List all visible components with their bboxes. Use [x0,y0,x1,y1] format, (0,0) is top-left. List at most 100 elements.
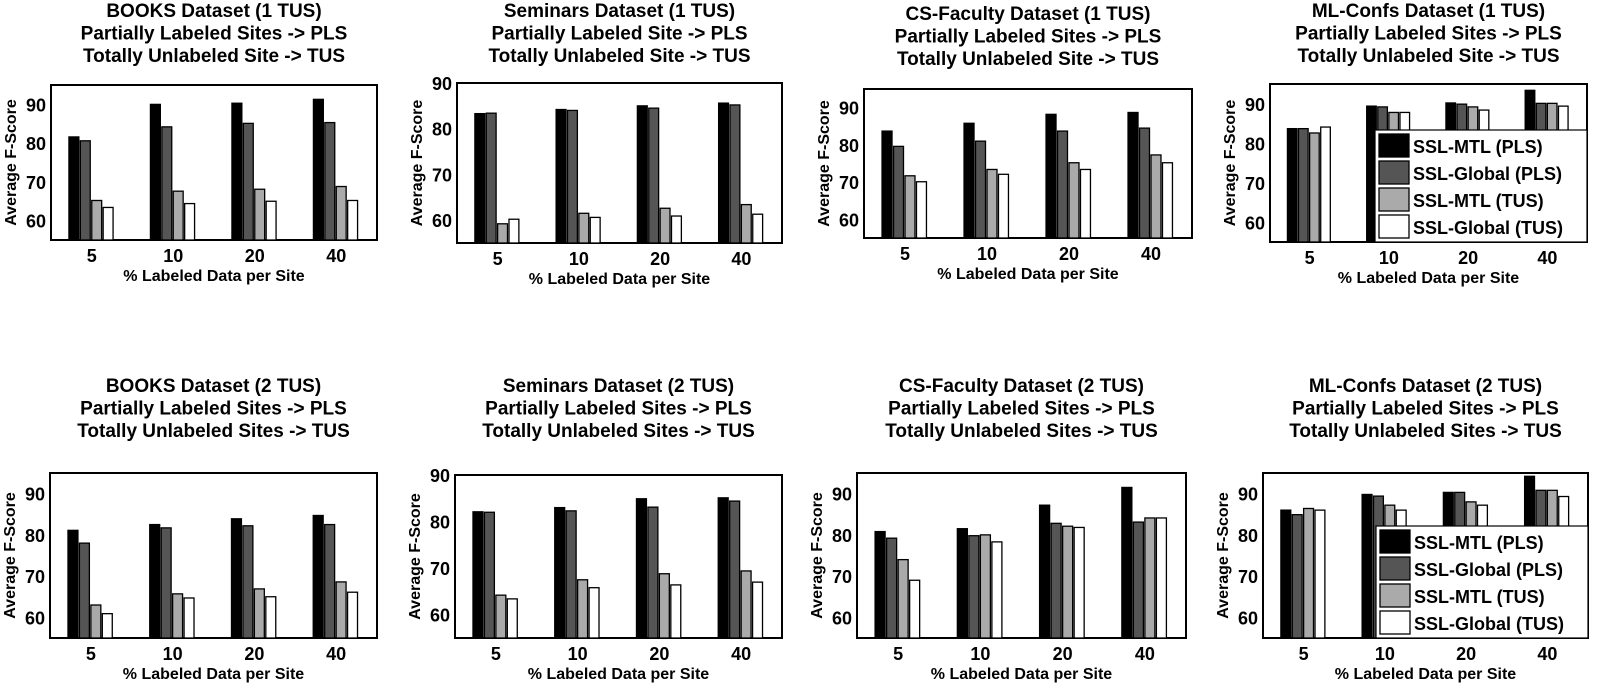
y-tick-label: 80 [832,526,852,546]
bar-ssl-global-pls--10 [161,126,173,241]
bar-ssl-mtl-tus--40 [335,581,347,639]
chart-panel-3: CS-Faculty Dataset (1 TUS)Partially Labe… [816,4,1193,283]
bar-ssl-global-pls--5 [892,145,905,239]
chart-title-line: Totally Unlabeled Site -> TUS [83,46,345,67]
bar-ssl-global-pls--20 [1050,522,1062,639]
x-axis-label: % Labeled Data per Site [937,266,1118,283]
bar-ssl-mtl-pls--40 [1127,111,1139,239]
y-tick-label: 70 [1245,174,1265,194]
bar-ssl-global-pls--10 [160,527,172,639]
chart-title-line: CS-Faculty Dataset (2 TUS) [899,376,1144,397]
x-tick-label: 20 [1458,248,1478,268]
y-tick-label: 60 [1238,608,1258,628]
x-tick-label: 20 [245,246,265,266]
chart-title-line: Totally Unlabeled Sites -> TUS [885,421,1158,442]
bar-ssl-global-pls--10 [565,510,577,639]
bar-ssl-global-tus--10 [183,597,195,639]
y-tick-label: 70 [832,567,852,587]
legend-swatch [1379,529,1411,554]
bar-ssl-mtl-pls--5 [1286,127,1298,243]
bar-ssl-mtl-pls--10 [956,528,969,639]
bar-ssl-global-pls--20 [647,506,659,639]
bar-ssl-global-pls--20 [1056,130,1069,239]
chart-title-line: Totally Unlabeled Site -> TUS [488,46,750,67]
x-axis-label: % Labeled Data per Site [123,268,304,285]
bar-ssl-global-tus--10 [991,541,1003,639]
bar-ssl-global-tus--20 [265,596,277,639]
bar-ssl-mtl-tus--10 [578,212,590,244]
y-axis-label: Average F-Score [816,100,833,227]
y-axis-label: Average F-Score [1215,492,1232,619]
bar-ssl-global-tus--20 [670,215,683,244]
chart-title-line: Partially Labeled Sites -> PLS [1295,24,1562,45]
bar-ssl-mtl-tus--20 [1068,162,1080,239]
y-tick-label: 90 [432,74,452,94]
bar-ssl-mtl-pls--40 [1121,486,1133,639]
x-tick-label: 10 [569,249,589,269]
bar-ssl-mtl-pls--5 [881,130,893,239]
x-tick-label: 5 [900,244,910,264]
chart-title-line: Partially Labeled Sites -> PLS [895,27,1162,48]
chart-title-line: Totally Unlabeled Sites -> TUS [77,421,350,442]
bar-ssl-global-pls--5 [485,112,497,244]
chart-panel-1: BOOKS Dataset (1 TUS)Partially Labeled S… [3,1,378,285]
bar-ssl-global-pls--20 [242,525,254,639]
bar-ssl-mtl-tus--5 [90,604,102,639]
bar-ssl-mtl-pls--40 [717,497,729,639]
y-tick-label: 90 [839,99,859,119]
bar-ssl-mtl-pls--20 [1045,113,1057,239]
bar-ssl-global-tus--5 [102,206,114,241]
bar-ssl-mtl-pls--5 [68,136,80,241]
bar-ssl-global-tus--5 [1314,509,1326,639]
x-tick-label: 40 [326,644,346,664]
chart-title-line: Seminars Dataset (2 TUS) [503,376,734,397]
x-axis-label: % Labeled Data per Site [1335,666,1516,683]
bar-ssl-mtl-tus--20 [658,573,670,639]
x-axis-label: % Labeled Data per Site [123,666,304,683]
chart-title-line: Totally Unlabeled Sites -> TUS [482,421,755,442]
bar-ssl-mtl-pls--20 [1038,504,1051,639]
legend-entry: SSL-Global (PLS) [1413,164,1562,184]
chart-title-line: Seminars Dataset (1 TUS) [504,1,735,22]
bar-ssl-global-pls--40 [324,121,336,241]
y-axis-label: Average F-Score [409,100,426,227]
bar-ssl-mtl-pls--5 [472,511,484,639]
chart-panel-4: ML-Confs Dataset (1 TUS)Partially Labele… [1222,1,1588,287]
legend-entry: SSL-Global (PLS) [1414,560,1563,580]
x-tick-label: 20 [649,644,669,664]
x-axis-label: % Labeled Data per Site [529,271,710,288]
x-tick-label: 20 [1456,644,1476,664]
bar-ssl-global-tus--40 [1155,517,1168,639]
bar-ssl-mtl-pls--40 [312,514,324,639]
bar-ssl-mtl-tus--40 [1144,517,1156,639]
y-tick-label: 70 [26,173,46,193]
bar-ssl-mtl-tus--10 [979,534,992,639]
bar-ssl-mtl-pls--40 [312,98,324,241]
bar-ssl-global-tus--40 [751,581,764,639]
bar-ssl-global-pls--40 [729,500,741,639]
x-tick-label: 20 [244,644,264,664]
x-tick-label: 10 [970,644,990,664]
chart-title-line: BOOKS Dataset (1 TUS) [106,1,321,22]
bar-ssl-mtl-tus--10 [576,579,589,639]
bar-ssl-global-tus--20 [265,200,277,241]
bar-ssl-global-pls--10 [968,535,980,639]
chart-title-line: Partially Labeled Site -> PLS [491,24,747,45]
bar-ssl-global-pls--5 [483,511,496,639]
chart-title-line: Partially Labeled Sites -> PLS [81,24,348,45]
x-tick-label: 10 [1379,248,1399,268]
legend-swatch [1379,610,1411,635]
chart-panel-2: Seminars Dataset (1 TUS)Partially Labele… [409,1,783,288]
y-tick-label: 60 [432,211,452,231]
bar-ssl-global-tus--10 [589,216,601,244]
bar-ssl-mtl-tus--40 [740,203,752,244]
y-tick-label: 90 [430,466,450,486]
bar-ssl-mtl-pls--20 [230,518,243,639]
chart-title-line: BOOKS Dataset (2 TUS) [106,376,321,397]
bar-ssl-mtl-pls--20 [636,105,648,244]
x-tick-label: 10 [163,246,183,266]
x-tick-label: 5 [493,249,503,269]
chart-title-line: Totally Unlabeled Site -> TUS [1297,46,1559,67]
chart-panel-8: ML-Confs Dataset (2 TUS)Partially Labele… [1215,376,1589,683]
